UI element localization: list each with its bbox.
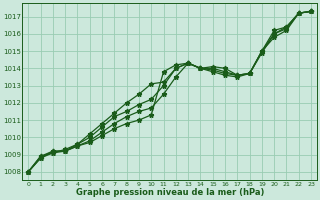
X-axis label: Graphe pression niveau de la mer (hPa): Graphe pression niveau de la mer (hPa) — [76, 188, 264, 197]
